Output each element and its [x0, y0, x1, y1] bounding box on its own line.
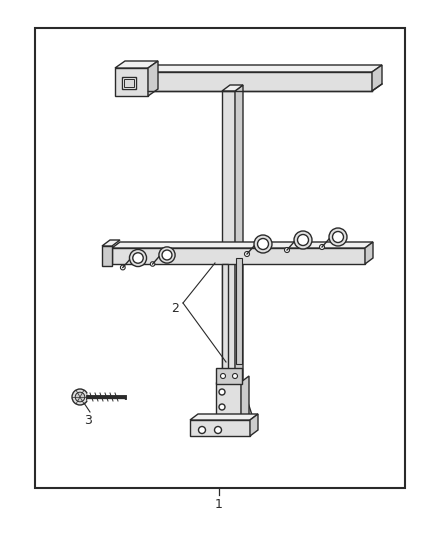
Circle shape — [285, 247, 290, 253]
Polygon shape — [148, 61, 158, 96]
Polygon shape — [372, 65, 382, 91]
Circle shape — [332, 231, 343, 243]
Circle shape — [294, 231, 312, 249]
Polygon shape — [365, 242, 373, 264]
Polygon shape — [148, 65, 382, 72]
Polygon shape — [102, 240, 120, 246]
Circle shape — [120, 265, 125, 270]
Circle shape — [133, 253, 143, 263]
Circle shape — [75, 392, 85, 402]
Polygon shape — [190, 420, 250, 436]
Polygon shape — [112, 248, 365, 264]
Bar — [35, 28, 405, 488]
Polygon shape — [115, 61, 158, 68]
Circle shape — [198, 426, 205, 433]
Circle shape — [159, 247, 175, 263]
Polygon shape — [235, 85, 243, 420]
Polygon shape — [241, 376, 249, 422]
Text: 1: 1 — [215, 497, 223, 511]
Circle shape — [319, 245, 325, 249]
Bar — [122, 77, 136, 89]
Polygon shape — [216, 382, 241, 422]
Circle shape — [219, 389, 225, 395]
Circle shape — [233, 374, 237, 378]
Circle shape — [219, 404, 225, 410]
Polygon shape — [236, 258, 242, 364]
Polygon shape — [222, 264, 228, 370]
Polygon shape — [235, 378, 253, 418]
Bar — [216, 368, 242, 384]
Circle shape — [162, 250, 172, 260]
Circle shape — [258, 238, 268, 249]
Circle shape — [297, 235, 308, 246]
Polygon shape — [102, 246, 112, 266]
Circle shape — [220, 374, 226, 378]
Polygon shape — [115, 68, 148, 96]
Polygon shape — [222, 91, 235, 420]
Polygon shape — [148, 72, 372, 91]
Circle shape — [130, 249, 147, 266]
Polygon shape — [190, 414, 258, 420]
Bar — [124, 79, 134, 87]
Circle shape — [329, 228, 347, 246]
Circle shape — [215, 426, 222, 433]
Circle shape — [150, 262, 155, 266]
Circle shape — [72, 389, 88, 405]
Polygon shape — [112, 242, 373, 248]
Circle shape — [244, 252, 250, 256]
Circle shape — [254, 235, 272, 253]
Text: 2: 2 — [171, 302, 179, 314]
Polygon shape — [222, 85, 243, 91]
Polygon shape — [250, 414, 258, 436]
Text: 3: 3 — [84, 414, 92, 426]
Circle shape — [225, 370, 232, 377]
Bar — [217, 370, 239, 382]
